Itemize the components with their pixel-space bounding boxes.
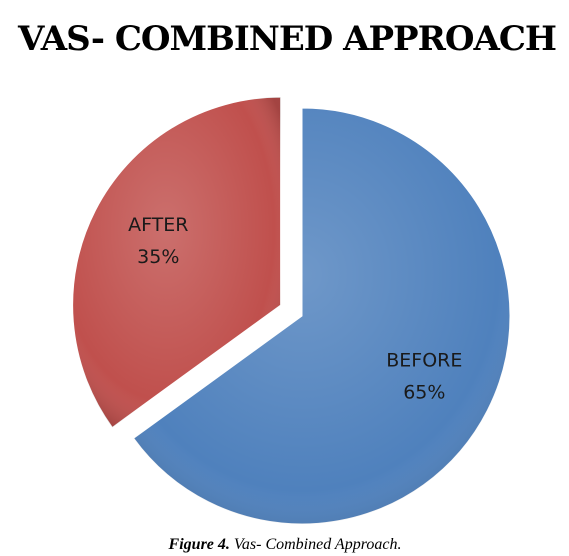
slice-value-label: 35% [137,246,179,268]
caption-text: Vas- Combined Approach. [234,536,402,553]
caption-label: Figure 4. [168,536,230,553]
slice-value-label: 65% [403,381,445,403]
caption: Figure 4. Vas- Combined Approach. [168,536,402,553]
chart-title: VAS- COMBINED APPROACH [17,19,556,59]
slice-label: BEFORE [386,349,462,371]
slice-label: AFTER [128,214,188,236]
